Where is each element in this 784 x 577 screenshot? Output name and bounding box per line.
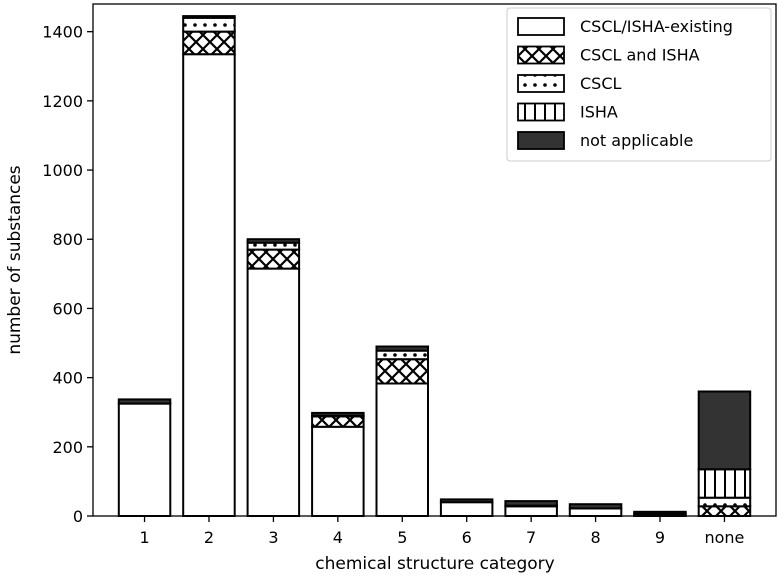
- bar-cscl-isha-existing-cat-3: [246, 267, 301, 517]
- bar-cscl-cat-none: [697, 496, 752, 508]
- plot-area: [117, 15, 752, 518]
- legend-swatch-cscl-and-isha: [517, 45, 565, 65]
- x-tick-label: 1: [139, 528, 149, 547]
- legend: CSCL/ISHA-existing CSCL and ISHA CSCL ISHA n…: [506, 7, 772, 162]
- bar-not-applicable-cat-none: [697, 390, 752, 471]
- bar-cscl-cat-5: [375, 349, 429, 361]
- y-tick-label: 1400: [42, 23, 83, 42]
- bar-cscl-isha-existing-cat-8: [568, 507, 623, 517]
- bar-not-applicable-cat-4: [311, 411, 365, 417]
- bar-not-applicable-cat-2: [182, 15, 236, 19]
- bar-not-applicable-cat-9: [633, 510, 687, 515]
- bar-cscl-and-isha-cat-none: [697, 505, 752, 517]
- bar-cscl-isha-existing-cat-2: [182, 53, 236, 517]
- bar-not-applicable-cat-1: [117, 398, 172, 405]
- bar-cscl-isha-existing-cat-5: [375, 382, 429, 517]
- bar-cscl-isha-existing-cat-1: [117, 402, 172, 518]
- y-tick-label: 200: [52, 438, 83, 457]
- legend-swatch-cscl-isha-existing: [517, 17, 565, 36]
- x-tick-label: 3: [268, 528, 278, 547]
- y-tick-label: 800: [52, 230, 83, 249]
- x-axis-label: chemical structure category: [315, 554, 554, 574]
- y-tick-label: 1000: [42, 161, 83, 180]
- bar-cscl-and-isha-cat-5: [375, 358, 429, 385]
- bar-isha-cat-none: [697, 468, 752, 499]
- x-axis: 1 2 3 4 5 6 7 8 9 none: [139, 516, 744, 547]
- bar-not-applicable-cat-3: [246, 238, 301, 244]
- bar-not-applicable-cat-6: [439, 498, 494, 504]
- legend-label-not-applicable: not applicable: [580, 131, 693, 150]
- bar-not-applicable-cat-5: [375, 345, 429, 352]
- bar-cscl-isha-existing-cat-6: [439, 501, 494, 518]
- x-tick-label: 7: [526, 528, 536, 547]
- bar-cscl-cat-3: [246, 241, 301, 251]
- y-axis: 0 200 400 600 800 1000 1200 1400: [42, 23, 93, 526]
- x-tick-label: 8: [590, 528, 600, 547]
- legend-label-cscl-and-isha: CSCL and ISHA: [580, 46, 700, 65]
- x-tick-label: 9: [655, 528, 665, 547]
- legend-label-isha: ISHA: [580, 103, 618, 122]
- x-tick-label: 5: [397, 528, 407, 547]
- x-tick-label: none: [704, 528, 744, 547]
- bar-cscl-and-isha-cat-3: [246, 248, 301, 270]
- bar-cscl-isha-existing-cat-7: [504, 505, 558, 517]
- legend-swatch-cscl: [517, 74, 565, 93]
- y-tick-label: 0: [73, 507, 83, 526]
- y-tick-label: 600: [52, 299, 83, 318]
- bar-not-applicable-cat-7: [504, 500, 558, 507]
- bar-cscl-and-isha-cat-4: [311, 415, 365, 428]
- x-tick-label: 2: [204, 528, 214, 547]
- bar-cscl-cat-2: [182, 16, 236, 33]
- x-tick-label: 6: [462, 528, 472, 547]
- y-axis-label: number of substances: [5, 165, 25, 354]
- legend-label-cscl: CSCL: [580, 74, 622, 93]
- y-tick-label: 1200: [42, 92, 83, 111]
- x-tick-label: 4: [333, 528, 343, 547]
- y-tick-label: 400: [52, 369, 83, 388]
- legend-swatch-isha: [517, 102, 565, 122]
- legend-label-cscl-isha-existing: CSCL/ISHA-existing: [580, 17, 733, 36]
- bar-not-applicable-cat-8: [568, 503, 623, 510]
- plot-frame: [92, 3, 777, 517]
- bar-cscl-isha-existing-cat-4: [311, 425, 365, 518]
- legend-frame: [506, 7, 772, 162]
- bar-cscl-and-isha-cat-2: [182, 30, 236, 56]
- legend-swatch-not-applicable: [517, 131, 565, 150]
